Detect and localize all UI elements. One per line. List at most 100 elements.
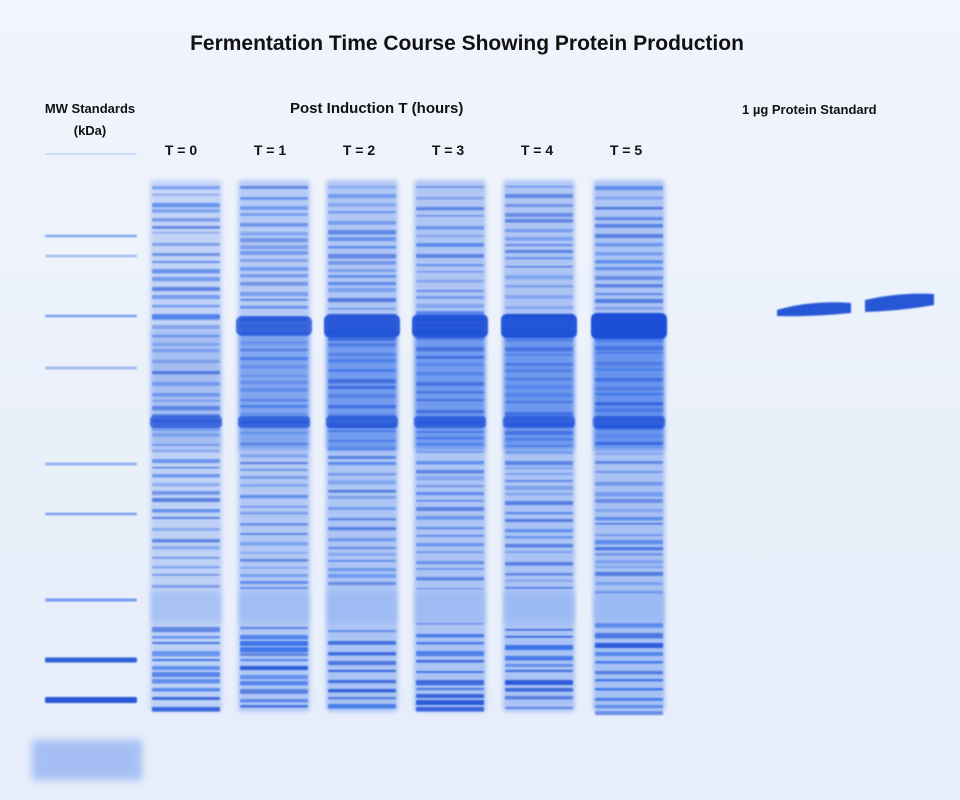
lane-band: [595, 267, 663, 271]
lane-band: [505, 480, 573, 483]
lane-band: [416, 254, 484, 258]
lane-band: [595, 307, 663, 310]
lane-band: [328, 230, 396, 235]
lane-band: [152, 574, 220, 576]
lane-band: [240, 559, 308, 562]
lane-band: [328, 661, 396, 666]
lane-band: [595, 633, 663, 639]
lane-band: [595, 207, 663, 210]
lane-major-band: [150, 416, 222, 428]
lane-band: [152, 393, 220, 397]
lane-band: [505, 573, 573, 576]
lane-band: [328, 254, 396, 259]
lane-band: [328, 308, 396, 310]
lane-band: [416, 500, 484, 502]
lane-band: [328, 386, 396, 389]
lane-band: [595, 252, 663, 256]
protein-standard-band: [865, 293, 934, 312]
lane-band: [328, 275, 396, 278]
lane-band: [152, 295, 220, 300]
lane-band: [152, 659, 220, 662]
lane-band: [328, 353, 396, 357]
lane-band: [152, 467, 220, 469]
lane-band: [240, 381, 308, 384]
protein-standard-label: 1 µg Protein Standard: [742, 102, 877, 117]
lane-band: [152, 483, 220, 487]
lane-band: [595, 378, 663, 382]
lane-band: [595, 661, 663, 664]
lane-band: [595, 517, 663, 521]
lane-band: [595, 243, 663, 247]
lane-band: [240, 462, 308, 465]
lane-band: [416, 588, 484, 590]
lane-band: [505, 688, 573, 692]
lane-band: [240, 454, 308, 458]
lane-band: [505, 275, 573, 280]
lane-band: [505, 680, 573, 686]
lane-band: [328, 630, 396, 633]
lane-band: [416, 431, 484, 433]
lane-band: [152, 642, 220, 645]
lane-band: [595, 260, 663, 264]
ladder-band: [45, 657, 137, 663]
lane-band: [328, 473, 396, 476]
lane-band: [416, 485, 484, 488]
lane-label-t4: T = 4: [520, 142, 554, 158]
lane-band: [595, 534, 663, 537]
lane-band: [595, 643, 663, 648]
lane-band: [595, 362, 663, 366]
lane-band: [240, 689, 308, 694]
lane-band: [505, 285, 573, 288]
ladder-band: [45, 512, 137, 516]
lane-major-band: [503, 416, 575, 428]
lane-band: [595, 224, 663, 228]
lane-band: [595, 352, 663, 354]
lane-band: [240, 259, 308, 262]
lane-band: [505, 401, 573, 404]
lane-band: [152, 697, 220, 700]
lane-band: [328, 186, 396, 189]
lane-band: [505, 512, 573, 515]
lane-band: [505, 306, 573, 310]
sample-lanes: [150, 180, 667, 716]
lane-band: [328, 440, 396, 443]
lane-band: [152, 335, 220, 338]
lane-band: [152, 585, 220, 588]
mw-standards-label-line1: MW Standards: [44, 101, 136, 116]
lane-band: [416, 296, 484, 299]
lane-band: [240, 405, 308, 408]
lane-band: [152, 546, 220, 550]
lane-band: [595, 217, 663, 221]
lane-band: [240, 299, 308, 301]
lane-gap-region: [415, 592, 485, 622]
lane-band: [240, 213, 308, 217]
lane-band: [240, 699, 308, 703]
lane-band: [416, 461, 484, 465]
lane-band: [152, 539, 220, 543]
lane-band: [328, 574, 396, 578]
lane-band: [328, 246, 396, 249]
lane-band: [328, 221, 396, 225]
lane-band: [595, 509, 663, 513]
lane-band: [595, 299, 663, 303]
lane-band: [328, 211, 396, 214]
lane-gap-region: [594, 592, 664, 622]
lane-band: [240, 587, 308, 590]
lane-band: [328, 568, 396, 572]
lane-band: [240, 533, 308, 535]
lane-band: [595, 461, 663, 464]
lane-band: [152, 325, 220, 330]
lane-band: [152, 269, 220, 274]
protein-standard-band: [777, 302, 851, 317]
lane-band: [328, 343, 396, 347]
ladder-band: [45, 234, 137, 238]
lane-band: [416, 271, 484, 273]
lane-band: [416, 694, 484, 699]
lane-band: [328, 652, 396, 656]
lane-band: [505, 257, 573, 260]
lane-band: [505, 219, 573, 223]
lane-band: [152, 243, 220, 246]
lane-band: [328, 379, 396, 384]
lane-band: [152, 707, 220, 712]
lane-band: [416, 207, 484, 211]
